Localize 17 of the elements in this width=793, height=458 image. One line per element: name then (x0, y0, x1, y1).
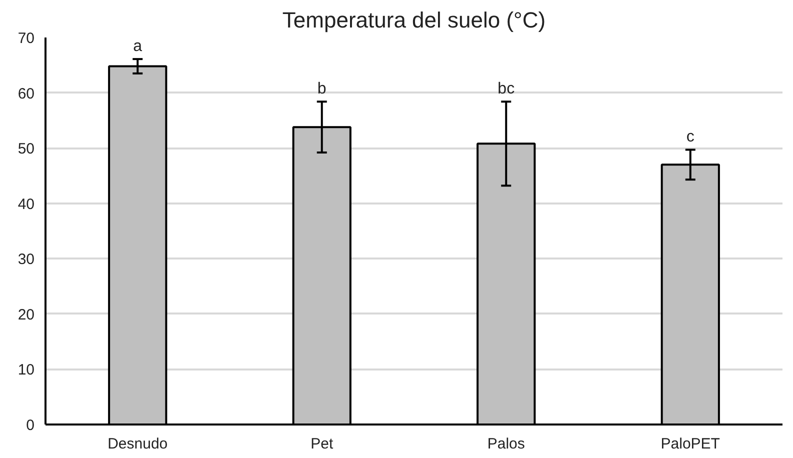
y-tick-label: 10 (18, 362, 35, 379)
chart-title: Temperatura del suelo (°C) (282, 8, 546, 32)
annotation: a (133, 38, 142, 56)
y-tick-label: 50 (18, 140, 35, 158)
x-tick-label: Palos (487, 436, 525, 452)
annotation: b (317, 80, 326, 98)
y-tick-label: 40 (18, 196, 35, 213)
y-tick-label: 20 (18, 306, 35, 324)
annotation: c (686, 128, 694, 146)
annotation: bc (498, 80, 515, 98)
y-tick-label: 0 (26, 417, 34, 434)
y-tick-label: 30 (18, 251, 35, 268)
x-tick-label: PaloPET (660, 436, 720, 452)
x-tick-label: Desnudo (108, 436, 168, 452)
x-tick-label: Pet (310, 436, 334, 452)
y-tick-label: 70 (18, 30, 35, 47)
y-tick-label: 60 (18, 85, 35, 102)
